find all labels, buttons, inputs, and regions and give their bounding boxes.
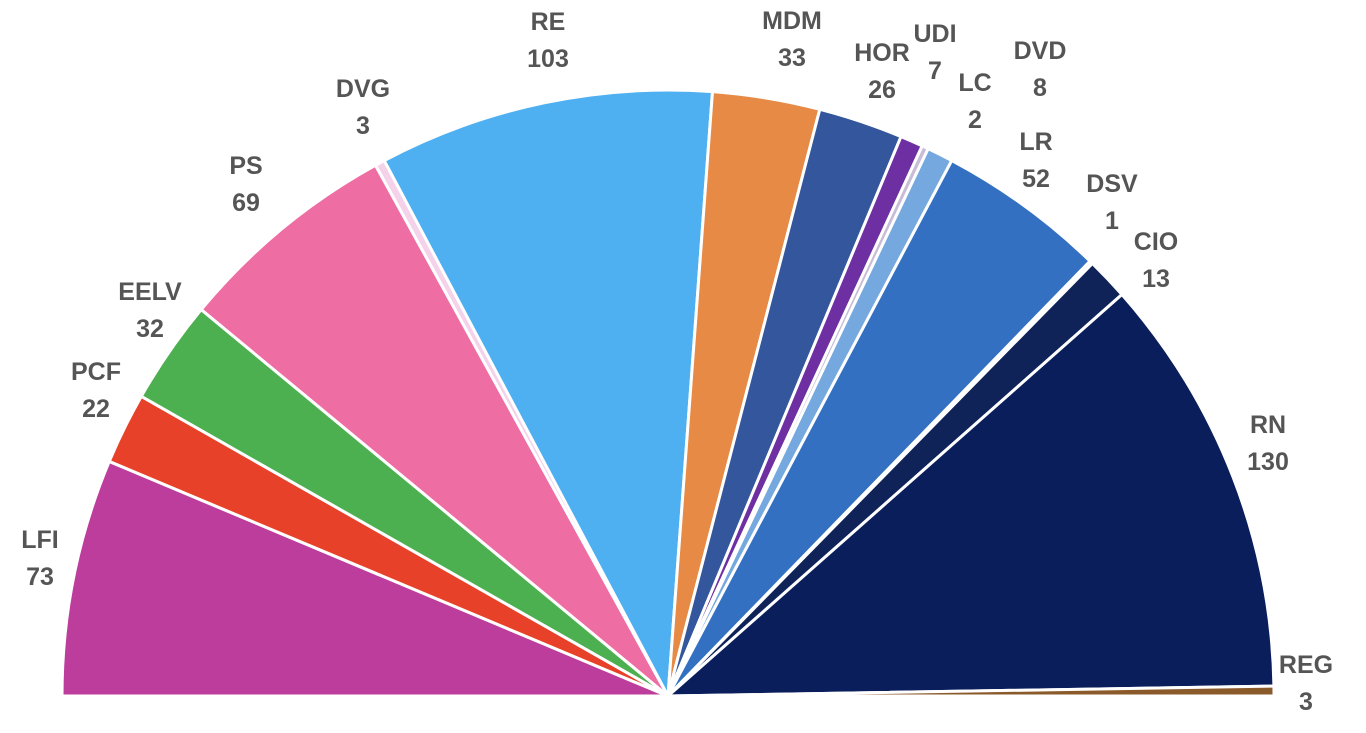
label-value-reg: 3 — [1299, 688, 1313, 716]
label-value-hor: 26 — [868, 76, 896, 104]
label-name-reg: REG — [1279, 651, 1333, 679]
label-pcf: PCF 22 — [71, 358, 121, 423]
slice-lr — [666, 159, 1092, 698]
label-eelv: EELV 32 — [118, 278, 182, 343]
label-name-rn: RN — [1250, 411, 1286, 439]
label-value-dvd: 8 — [1033, 74, 1047, 102]
label-name-ps: PS — [229, 152, 262, 180]
slice-ps — [199, 163, 670, 698]
label-name-lr: LR — [1019, 128, 1052, 156]
label-name-pcf: PCF — [71, 358, 121, 386]
label-value-dsv: 1 — [1105, 207, 1119, 235]
label-re: RE 103 — [527, 8, 569, 73]
label-value-pcf: 22 — [82, 395, 110, 423]
label-value-lc: 2 — [968, 106, 982, 134]
label-dvg: DVG 3 — [336, 75, 390, 140]
label-name-hor: HOR — [854, 39, 910, 67]
slices-group — [60, 88, 1276, 698]
label-value-lfi: 73 — [26, 563, 54, 591]
label-name-cio: CIO — [1134, 228, 1178, 256]
label-name-mdm: MDM — [762, 7, 822, 35]
label-lfi: LFI 73 — [21, 526, 59, 591]
label-value-ps: 69 — [232, 189, 260, 217]
slice-rn — [666, 293, 1276, 698]
label-ps: PS 69 — [229, 152, 262, 217]
label-dsv: DSV 1 — [1086, 170, 1138, 235]
label-name-lfi: LFI — [21, 526, 59, 554]
label-name-udi: UDI — [913, 20, 956, 48]
label-name-re: RE — [531, 8, 566, 36]
label-name-dvd: DVD — [1014, 37, 1067, 65]
label-value-rn: 130 — [1247, 448, 1289, 476]
label-lr: LR 52 — [1019, 128, 1052, 193]
label-cio: CIO 13 — [1134, 228, 1178, 293]
label-hor: HOR 26 — [854, 39, 910, 104]
label-name-lc: LC — [958, 69, 991, 97]
label-mdm: MDM 33 — [762, 7, 822, 72]
label-value-re: 103 — [527, 45, 569, 73]
label-value-mdm: 33 — [778, 44, 806, 72]
label-value-dvg: 3 — [356, 112, 370, 140]
label-rn: RN 130 — [1247, 411, 1289, 476]
label-dvd: DVD 8 — [1014, 37, 1067, 102]
label-name-dvg: DVG — [336, 75, 390, 103]
label-value-udi: 7 — [928, 57, 942, 85]
label-value-lr: 52 — [1022, 165, 1050, 193]
label-value-eelv: 32 — [136, 315, 164, 343]
slice-re — [382, 88, 714, 698]
label-name-eelv: EELV — [118, 278, 182, 306]
label-reg: REG 3 — [1279, 651, 1333, 716]
slice-reg — [666, 684, 1276, 698]
label-lc: LC 2 — [958, 69, 991, 134]
label-name-dsv: DSV — [1086, 170, 1138, 198]
label-udi: UDI 7 — [913, 20, 956, 85]
label-value-cio: 13 — [1142, 265, 1170, 293]
slice-lfi — [60, 459, 670, 698]
